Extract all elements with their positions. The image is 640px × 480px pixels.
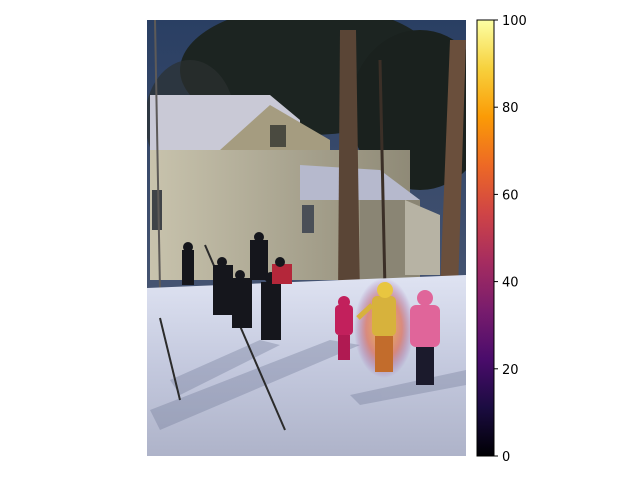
child-skier-left: [335, 296, 353, 360]
colorbar-tick-label: 0: [502, 450, 510, 465]
colorbar-tick-label: 100: [502, 14, 527, 29]
colorbar-tick-label: 40: [502, 276, 519, 291]
ski-pole-2: [159, 317, 181, 401]
colorbar-frame: [476, 19, 495, 457]
skier-group: [182, 232, 292, 340]
colorbar-tick-label: 20: [502, 363, 519, 378]
colorbar-fill: [477, 20, 494, 456]
colorbar-tick-label: 60: [502, 188, 519, 203]
tree-trunks: [154, 20, 466, 295]
colorbar-ticks: 0 20 40 60 80 100: [494, 14, 527, 465]
child-skier-highlighted: [354, 278, 414, 378]
child-skier-right: [410, 290, 440, 385]
colorbar: 0 20 40 60 80 100: [476, 14, 527, 465]
photo-image: [147, 20, 466, 456]
colorbar-tick-label: 80: [502, 101, 519, 116]
